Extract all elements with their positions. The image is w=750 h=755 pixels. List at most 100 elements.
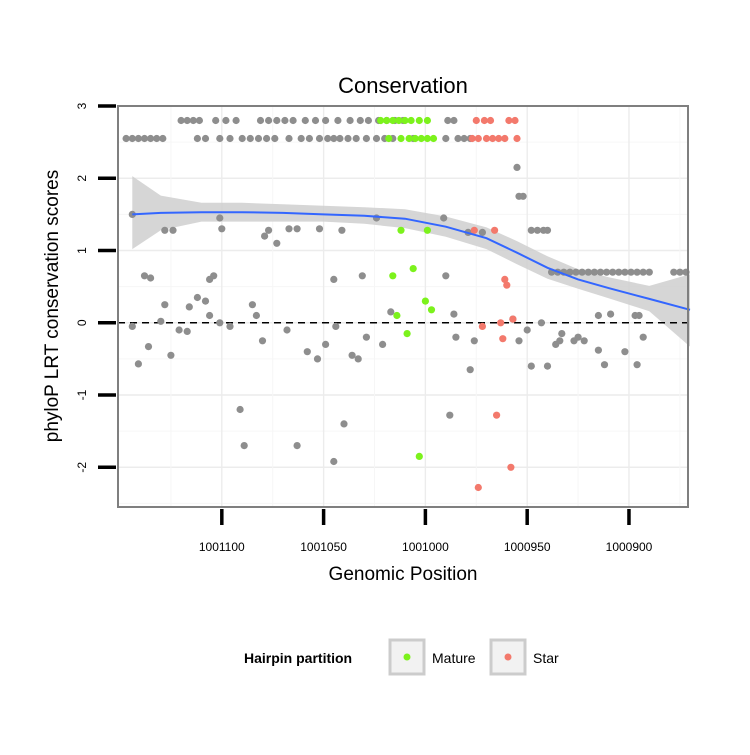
point-unpartitioned (607, 310, 615, 318)
point-unpartitioned (533, 226, 542, 234)
point-unpartitioned (635, 311, 643, 320)
point-unpartitioned (358, 272, 366, 280)
point-unpartitioned (387, 308, 395, 316)
point-star (503, 281, 511, 289)
point-unpartitioned (315, 225, 324, 233)
y-tick-label: 0 (75, 319, 89, 326)
x-axis-label: Genomic Position (329, 564, 478, 585)
point-star (491, 226, 499, 234)
y-tick-label: -1 (75, 389, 89, 400)
point-unpartitioned (450, 310, 458, 318)
point-unpartitioned (157, 317, 165, 325)
x-tick-label: 1000950 (504, 540, 551, 554)
y-tick-label: 1 (75, 247, 89, 254)
point-unpartitioned (324, 134, 332, 143)
point-unpartitioned (523, 326, 531, 334)
point-mature (411, 134, 419, 143)
point-unpartitioned (332, 322, 340, 330)
point-unpartitioned (226, 322, 234, 330)
point-star (495, 134, 503, 143)
point-unpartitioned (372, 134, 381, 143)
points-layer (122, 116, 690, 492)
point-unpartitioned (513, 163, 521, 171)
point-unpartitioned (210, 272, 218, 280)
x-tick-label: 1001100 (199, 540, 245, 554)
point-star (468, 134, 476, 143)
point-unpartitioned (222, 116, 230, 125)
point-unpartitioned (519, 192, 527, 200)
point-unpartitioned (195, 116, 203, 125)
point-unpartitioned (379, 340, 387, 348)
point-unpartitioned (645, 268, 653, 276)
point-star (499, 335, 507, 343)
point-unpartitioned (584, 268, 592, 276)
point-star (513, 134, 521, 143)
y-axis: -2 -1 0 1 2 3 (75, 102, 116, 473)
point-unpartitioned (603, 268, 611, 276)
point-mature (383, 116, 391, 125)
point-unpartitioned (134, 360, 142, 368)
point-unpartitioned (543, 362, 552, 370)
point-unpartitioned (189, 116, 197, 125)
point-unpartitioned (216, 319, 224, 327)
point-unpartitioned (128, 210, 136, 218)
point-unpartitioned (265, 116, 273, 125)
point-unpartitioned (285, 134, 293, 143)
point-unpartitioned (574, 333, 582, 341)
point-unpartitioned (305, 134, 313, 143)
point-unpartitioned (446, 411, 454, 419)
point-unpartitioned (261, 232, 269, 240)
point-unpartitioned (356, 116, 364, 125)
point-star (480, 116, 488, 125)
point-unpartitioned (289, 116, 297, 125)
point-unpartitioned (273, 116, 281, 125)
legend-label-mature: Mature (432, 650, 476, 666)
point-unpartitioned (218, 225, 226, 233)
point-unpartitioned (556, 337, 564, 345)
point-unpartitioned (362, 134, 370, 143)
smooth-confidence-ribbon (132, 176, 691, 347)
point-unpartitioned (236, 405, 244, 414)
point-mature (389, 116, 397, 125)
point-unpartitioned (621, 268, 629, 276)
point-star (511, 116, 519, 125)
point-mature (417, 134, 425, 143)
point-mature (415, 452, 423, 460)
y-tick-label: 3 (75, 102, 89, 109)
point-unpartitioned (185, 303, 193, 311)
point-unpartitioned (258, 337, 267, 345)
point-unpartitioned (293, 442, 301, 450)
point-unpartitioned (364, 116, 372, 125)
point-unpartitioned (580, 337, 588, 345)
point-unpartitioned (609, 268, 617, 276)
point-star (474, 483, 482, 492)
legend-key-star (504, 653, 512, 661)
point-unpartitioned (537, 319, 546, 327)
point-unpartitioned (670, 268, 678, 276)
point-unpartitioned (169, 226, 177, 234)
point-unpartitioned (256, 116, 265, 125)
smooth-line-layer (132, 211, 691, 311)
point-unpartitioned (134, 134, 142, 143)
x-tick-label: 1001050 (300, 540, 347, 554)
point-unpartitioned (600, 361, 609, 369)
point-unpartitioned (252, 311, 260, 320)
point-unpartitioned (144, 343, 153, 351)
point-unpartitioned (248, 301, 256, 309)
point-unpartitioned (303, 348, 311, 356)
point-star (489, 134, 497, 143)
point-unpartitioned (594, 346, 603, 354)
point-unpartitioned (271, 134, 279, 143)
point-unpartitioned (322, 340, 330, 348)
point-unpartitioned (633, 268, 641, 276)
point-mature (395, 116, 403, 125)
point-unpartitioned (206, 311, 214, 320)
point-mature (423, 134, 431, 143)
point-unpartitioned (346, 116, 354, 125)
legend-key-mature (403, 653, 411, 661)
point-unpartitioned (527, 362, 535, 370)
point-unpartitioned (297, 134, 305, 143)
legend-title: Hairpin partition (244, 650, 352, 666)
point-unpartitioned (232, 116, 240, 125)
